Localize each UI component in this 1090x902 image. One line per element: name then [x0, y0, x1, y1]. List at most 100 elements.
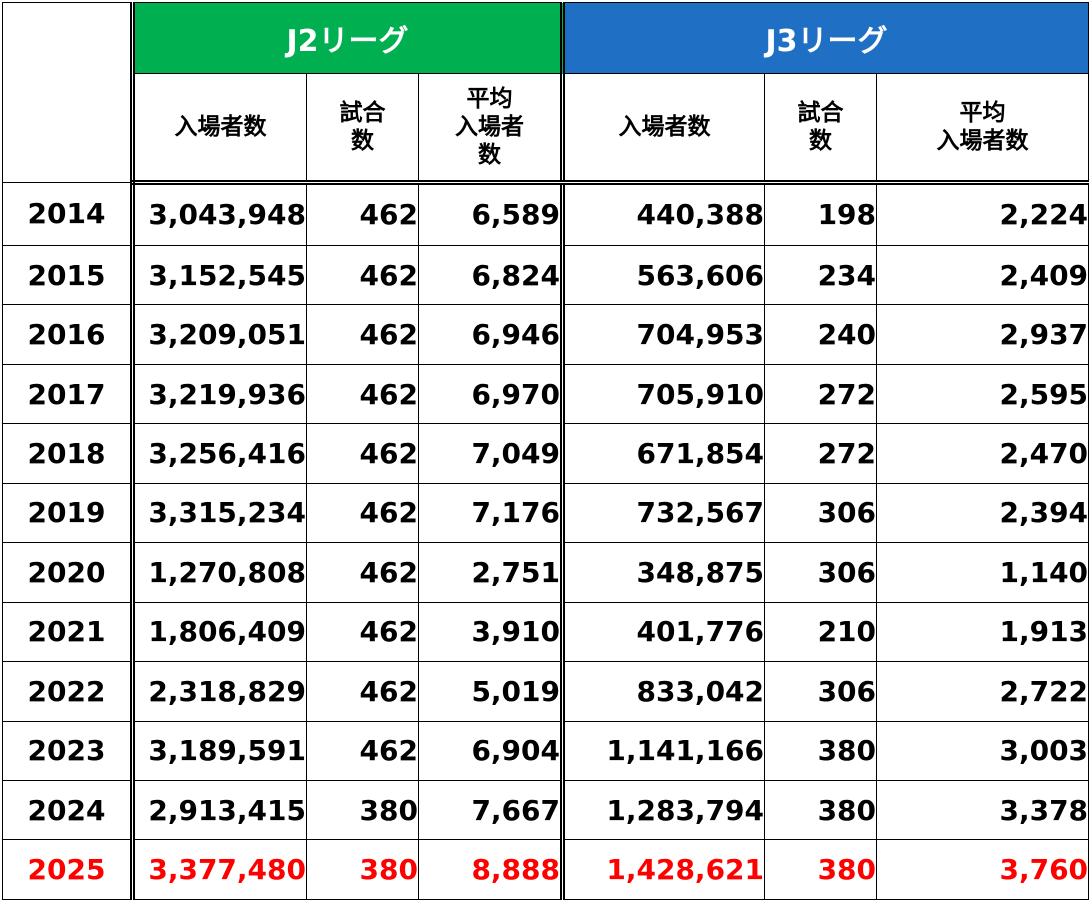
j3-average-cell: 1,913: [876, 601, 1090, 663]
j2-matches-cell: 462: [306, 661, 419, 722]
j3-average-cell: 2,409: [876, 244, 1090, 306]
j2-matches-cell: 380: [306, 780, 419, 841]
j3-league-header: J3リーグ: [560, 2, 1090, 74]
j3-attendance-cell: 401,776: [560, 601, 766, 663]
table-row: 2019 3,315,234 462 7,176 732,567 306 2,394: [2, 482, 1090, 544]
j2-average-cell: 7,049: [417, 423, 564, 484]
j3-matches-cell: 380: [764, 839, 878, 900]
j2-attendance-cell: 3,152,545: [130, 244, 307, 306]
j3-matches-cell: 240: [764, 304, 878, 365]
year-cell: 2023: [2, 720, 133, 782]
j2-matches-cell: 462: [306, 363, 419, 425]
j2-matches-cell: 462: [306, 304, 419, 365]
j3-average-header: 平均 入場者数: [876, 73, 1090, 185]
j2-attendance-cell: 3,043,948: [130, 182, 307, 246]
j3-attendance-cell: 705,910: [560, 363, 766, 425]
j2-matches-cell: 462: [306, 244, 419, 306]
j3-attendance-cell: 348,875: [560, 542, 766, 603]
j3-attendance-cell: 732,567: [560, 482, 766, 544]
table-row: 2014 3,043,948 462 6,589 440,388 198 2,224: [2, 182, 1090, 246]
j3-matches-cell: 306: [764, 482, 878, 544]
j3-average-cell: 2,394: [876, 482, 1090, 544]
j2-attendance-cell: 3,209,051: [130, 304, 307, 365]
j3-attendance-cell: 1,428,621: [560, 839, 766, 900]
j2-average-cell: 6,904: [417, 720, 564, 782]
year-cell: 2018: [2, 423, 133, 484]
corner-cell: [2, 2, 133, 183]
table-row: 2023 3,189,591 462 6,904 1,141,166 380 3,003: [2, 720, 1090, 782]
table-row: 2015 3,152,545 462 6,824 563,606 234 2,409: [2, 244, 1090, 306]
j3-average-cell: 1,140: [876, 542, 1090, 603]
j3-matches-header: 試合数: [764, 73, 878, 185]
j3-average-cell: 2,937: [876, 304, 1090, 365]
j2-attendance-cell: 3,315,234: [130, 482, 307, 544]
j3-attendance-cell: 833,042: [560, 661, 766, 722]
j3-matches-cell: 380: [764, 780, 878, 841]
j2-attendance-cell: 2,913,415: [130, 780, 307, 841]
j3-attendance-cell: 1,141,166: [560, 720, 766, 782]
year-cell: 2022: [2, 661, 133, 722]
table-row: 2020 1,270,808 462 2,751 348,875 306 1,140: [2, 542, 1090, 603]
j3-matches-cell: 210: [764, 601, 878, 663]
j3-average-cell: 3,003: [876, 720, 1090, 782]
j2-attendance-cell: 3,377,480: [130, 839, 307, 900]
j3-attendance-header: 入場者数: [560, 73, 766, 185]
j3-attendance-cell: 704,953: [560, 304, 766, 365]
j2-average-cell: 7,667: [417, 780, 564, 841]
year-cell: 2025: [2, 839, 133, 900]
j2-attendance-cell: 3,189,591: [130, 720, 307, 782]
table-row: 2018 3,256,416 462 7,049 671,854 272 2,470: [2, 423, 1090, 484]
year-cell: 2014: [2, 182, 133, 246]
j3-matches-cell: 306: [764, 542, 878, 603]
year-cell: 2019: [2, 482, 133, 544]
j2-matches-cell: 462: [306, 601, 419, 663]
j2-average-cell: 6,946: [417, 304, 564, 365]
j3-matches-cell: 234: [764, 244, 878, 306]
year-cell: 2021: [2, 601, 133, 663]
j3-matches-cell: 198: [764, 182, 878, 246]
j3-average-cell: 3,378: [876, 780, 1090, 841]
j2-league-header: J2リーグ: [129, 2, 564, 74]
j2-average-cell: 6,589: [417, 182, 564, 246]
j2-average-header: 平均 入場者数: [417, 73, 564, 185]
j3-average-cell: 2,470: [876, 423, 1090, 484]
j2-matches-cell: 462: [306, 542, 419, 603]
year-cell: 2016: [2, 304, 133, 365]
table-row: 2025 3,377,480 380 8,888 1,428,621 380 3,760: [2, 839, 1090, 900]
j3-attendance-cell: 563,606: [560, 244, 766, 306]
j2-matches-cell: 462: [306, 720, 419, 782]
year-cell: 2017: [2, 363, 133, 425]
j2-matches-cell: 380: [306, 839, 419, 900]
j3-attendance-cell: 1,283,794: [560, 780, 766, 841]
j3-matches-cell: 306: [764, 661, 878, 722]
j3-matches-cell: 380: [764, 720, 878, 782]
j2-matches-cell: 462: [306, 182, 419, 246]
j2-average-cell: 6,824: [417, 244, 564, 306]
j2-average-cell: 5,019: [417, 661, 564, 722]
year-cell: 2024: [2, 780, 133, 841]
j2-average-cell: 8,888: [417, 839, 564, 900]
table-row: 2024 2,913,415 380 7,667 1,283,794 380 3,378: [2, 780, 1090, 841]
j2-average-cell: 7,176: [417, 482, 564, 544]
j3-average-cell: 2,722: [876, 661, 1090, 722]
table-row: 2017 3,219,936 462 6,970 705,910 272 2,595: [2, 363, 1090, 425]
year-cell: 2020: [2, 542, 133, 603]
j2-matches-cell: 462: [306, 482, 419, 544]
j3-matches-cell: 272: [764, 363, 878, 425]
year-cell: 2015: [2, 244, 133, 306]
j2-attendance-header: 入場者数: [130, 73, 307, 185]
j3-average-cell: 3,760: [876, 839, 1090, 900]
j2-attendance-cell: 3,256,416: [130, 423, 307, 484]
j3-average-cell: 2,224: [876, 182, 1090, 246]
j2-matches-cell: 462: [306, 423, 419, 484]
j2-attendance-cell: 2,318,829: [130, 661, 307, 722]
table-row: 2021 1,806,409 462 3,910 401,776 210 1,913: [2, 601, 1090, 663]
j2-attendance-cell: 3,219,936: [130, 363, 307, 425]
j3-average-cell: 2,595: [876, 363, 1090, 425]
table-row: 2016 3,209,051 462 6,946 704,953 240 2,937: [2, 304, 1090, 365]
j3-matches-cell: 272: [764, 423, 878, 484]
j2-matches-header: 試合数: [306, 73, 419, 185]
j2-attendance-cell: 1,270,808: [130, 542, 307, 603]
